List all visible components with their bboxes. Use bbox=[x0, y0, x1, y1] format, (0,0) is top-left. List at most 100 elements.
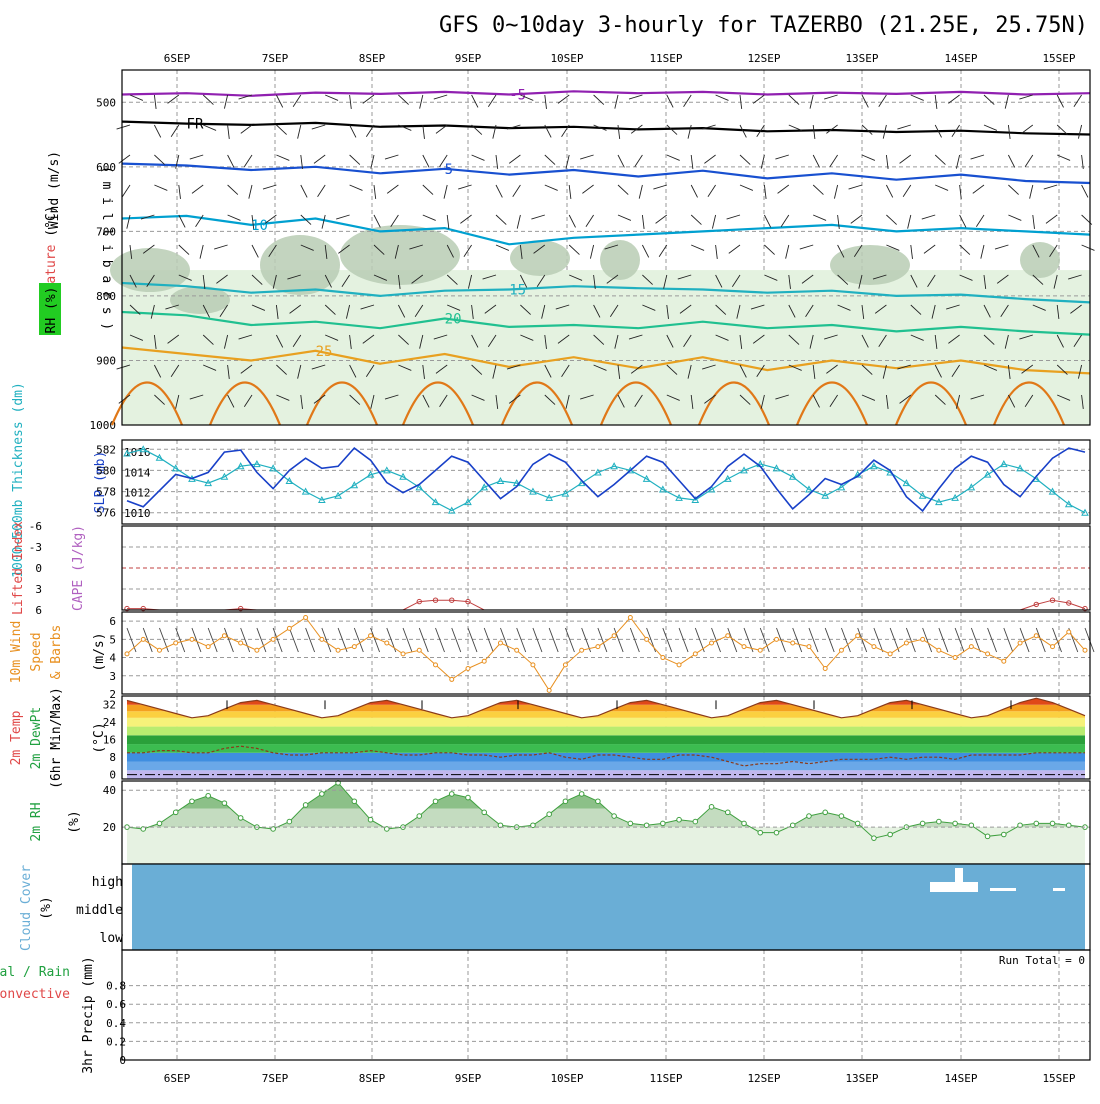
rh-point-53 bbox=[984, 833, 991, 840]
thickness-point-18 bbox=[415, 483, 424, 491]
wind-barb bbox=[199, 244, 204, 259]
wind-barb bbox=[129, 304, 141, 315]
wind-barb bbox=[439, 394, 448, 407]
wind10-barb-56 bbox=[1035, 627, 1046, 653]
lifted-y-tick-0: 0 bbox=[35, 562, 42, 575]
wind10-point-57 bbox=[1050, 644, 1056, 650]
wind-barb bbox=[994, 244, 1009, 250]
wind-barb bbox=[495, 154, 499, 169]
upper-y-tick-500: 500 bbox=[96, 96, 116, 109]
wind-barb bbox=[1021, 124, 1034, 134]
thickness-point-14 bbox=[350, 481, 359, 489]
rh-point-56 bbox=[1033, 820, 1040, 827]
wind-barb bbox=[227, 184, 239, 195]
thickness-point-30 bbox=[610, 462, 618, 470]
wind-barb bbox=[506, 124, 521, 130]
wind-barb bbox=[899, 154, 912, 164]
plot-layers: 6SEP 7SEP 8SEP 9SEP 10SEP 11SEP 12SEP 13SEP 14SE… bbox=[29, 52, 1095, 1085]
wind-barb bbox=[414, 304, 424, 317]
temp-y-tick-16: 16 bbox=[103, 734, 116, 747]
wind-barb bbox=[996, 274, 1009, 284]
cloud-middle-label: middle bbox=[76, 903, 123, 918]
wind-barb bbox=[959, 274, 973, 281]
wind10-point-27 bbox=[562, 662, 568, 668]
wind-barb bbox=[189, 394, 204, 400]
wind10-barb-44 bbox=[841, 627, 851, 653]
wind-barb bbox=[300, 244, 314, 251]
wind-barb bbox=[154, 184, 168, 191]
wind10-barb-15 bbox=[370, 627, 380, 653]
thickness-point-36 bbox=[707, 485, 716, 493]
wind-barb bbox=[809, 94, 814, 109]
lifted-point-59 bbox=[1082, 605, 1088, 612]
wind10-point-39 bbox=[757, 647, 763, 653]
wind-barb bbox=[287, 274, 301, 280]
wind-barb bbox=[1056, 364, 1068, 375]
rh-band-high bbox=[127, 782, 1085, 809]
top-x-tick-11SEP: 11SEP bbox=[649, 52, 682, 65]
rh-point-14 bbox=[351, 798, 358, 805]
wind-barb bbox=[1070, 304, 1082, 314]
wind-barb bbox=[178, 274, 192, 281]
thickness-point-35 bbox=[691, 495, 700, 504]
wind-y-tick-4: 4 bbox=[109, 652, 116, 665]
wind10-point-13 bbox=[335, 647, 341, 653]
rh-point-54 bbox=[1001, 831, 1007, 838]
wind-barb bbox=[691, 244, 705, 251]
rh-point-12 bbox=[319, 791, 325, 797]
wind-barb bbox=[935, 184, 949, 191]
bottom-x-tick-7SEP: 7SEP bbox=[262, 1072, 289, 1085]
top-x-tick-7SEP: 7SEP bbox=[262, 52, 289, 65]
wind10-barb-31 bbox=[629, 627, 640, 653]
wind-barb bbox=[861, 154, 876, 161]
lifted-y-tick--3: -3 bbox=[29, 541, 42, 554]
wind-barb bbox=[422, 394, 430, 408]
wind-barb bbox=[191, 184, 204, 194]
rh-point-37 bbox=[724, 809, 731, 816]
wind-barb bbox=[118, 394, 131, 404]
wind10-barb-50 bbox=[938, 627, 949, 653]
wind-barb bbox=[1068, 274, 1082, 280]
wind-barb bbox=[446, 244, 454, 258]
wind10-barb-35 bbox=[694, 627, 705, 653]
thick-y-tick-578: 578 bbox=[96, 486, 116, 499]
wind-barb bbox=[541, 304, 546, 319]
rh-blob-3 bbox=[510, 240, 570, 276]
rh-point-19 bbox=[432, 798, 439, 805]
wind10-barb-1 bbox=[142, 627, 153, 653]
wind-barb bbox=[955, 154, 961, 169]
wind-barb bbox=[1008, 184, 1019, 195]
wind-barb bbox=[663, 274, 668, 289]
wind-barb bbox=[711, 214, 717, 229]
rh-axis-label: RH (%) bbox=[44, 287, 59, 334]
wind-barb bbox=[398, 364, 412, 371]
wind-barb bbox=[300, 394, 303, 409]
wind-barb bbox=[251, 214, 255, 229]
dewpoint-line bbox=[127, 745, 1085, 767]
wind-barb bbox=[980, 244, 985, 259]
isotherm-15 bbox=[121, 281, 1091, 304]
wind10-point-20 bbox=[449, 676, 455, 682]
wind-barb bbox=[826, 364, 838, 374]
wind-barb bbox=[443, 184, 448, 199]
rh-point-34 bbox=[676, 816, 682, 823]
top-x-tick-13SEP: 13SEP bbox=[845, 52, 878, 65]
wind-barb bbox=[666, 94, 674, 108]
thickness-point-6 bbox=[220, 472, 229, 480]
wind-barb bbox=[764, 244, 775, 255]
wind-barb bbox=[227, 124, 230, 139]
wind10-point-58 bbox=[1066, 629, 1072, 635]
slp-y-tick-1012: 1012 bbox=[124, 487, 151, 500]
wind-barb bbox=[861, 304, 865, 319]
wind-barb bbox=[336, 214, 350, 220]
wind-barb bbox=[203, 124, 217, 131]
isotherm-label-5: 5 bbox=[445, 162, 453, 178]
wind-barb bbox=[617, 364, 621, 379]
temp-band-2 bbox=[127, 752, 1085, 762]
wind-barb bbox=[561, 364, 570, 377]
wind-barb bbox=[446, 214, 450, 229]
wind10-point-31 bbox=[627, 614, 633, 620]
wind-barb bbox=[516, 214, 521, 229]
wind10-barb-7 bbox=[240, 627, 251, 653]
